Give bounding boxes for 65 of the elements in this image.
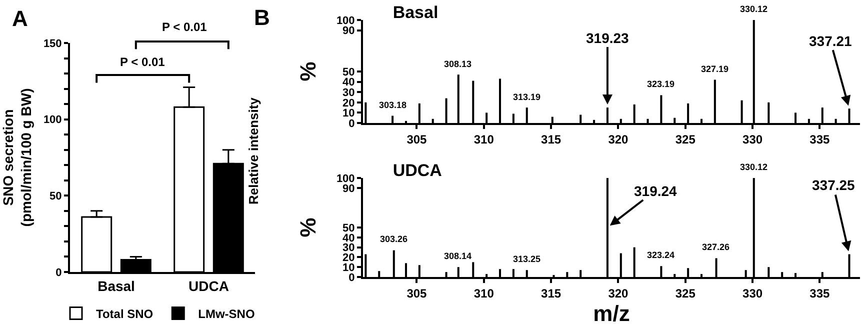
annotation: 313.19 <box>513 92 541 102</box>
annotation: 323.19 <box>647 79 675 89</box>
annotation: 337.25 <box>812 177 856 193</box>
x-tick-label: 315 <box>541 132 562 146</box>
x-tick-label: 305 <box>406 132 428 146</box>
chart-title: Basal <box>392 2 438 22</box>
annotation: 327.26 <box>702 242 730 252</box>
y-tick-label: 50 <box>50 190 62 203</box>
annotation: 313.25 <box>513 254 541 264</box>
annotation: 308.13 <box>444 59 472 69</box>
annotation: 330.12 <box>740 4 768 14</box>
x-tick-label: 335 <box>810 286 830 300</box>
x-tick-label: 315 <box>541 286 562 300</box>
y-tick-label: 90 <box>342 182 355 195</box>
y-tick-label: 10 <box>342 262 355 274</box>
annotation: 319.24 <box>634 183 678 199</box>
x-tick-label: 310 <box>474 132 494 146</box>
y-tick-label: 50 <box>342 66 355 78</box>
y-tick-label: 20 <box>342 252 355 264</box>
y-tick-label: 100 <box>336 14 355 27</box>
y-tick-label: 150 <box>43 38 62 50</box>
x-tick-label: Basal <box>98 278 135 294</box>
y-axis-title: % <box>296 62 321 82</box>
x-tick-label: 330 <box>742 132 763 146</box>
legend-label: LMw-SNO <box>198 306 255 321</box>
y-tick-label: 0 <box>348 118 355 130</box>
x-tick-label: 320 <box>608 132 629 146</box>
annotation: Relative intensity <box>246 96 261 204</box>
x-tick-label: 320 <box>608 286 629 300</box>
y-tick-label: 30 <box>342 86 355 99</box>
x-axis-title: m/z <box>593 300 630 326</box>
annotation: 337.21 <box>809 33 852 49</box>
y-tick-label: 100 <box>336 172 355 185</box>
annotation: 323.24 <box>647 250 675 260</box>
text: A <box>12 6 28 31</box>
x-tick-label: 325 <box>675 286 696 300</box>
x-tick-label: 305 <box>406 286 428 300</box>
x-tick-label: UDCA <box>188 278 229 294</box>
y-tick-label: 90 <box>342 25 355 38</box>
y-axis-title: SNO secretion (pmol/min/100 g BW) <box>0 88 34 227</box>
x-tick-label: 335 <box>810 132 830 146</box>
x-tick-label: 325 <box>675 132 696 146</box>
annotation: P < 0.01 <box>120 55 166 69</box>
y-tick-label: 0 <box>56 266 62 279</box>
legend-label: Total SNO <box>96 306 154 321</box>
annotation: 303.26 <box>380 234 408 244</box>
annotation: 319.23 <box>586 30 630 46</box>
y-tick-label: 40 <box>342 76 355 89</box>
x-tick-label: 330 <box>742 286 763 300</box>
y-tick-label: 50 <box>342 222 355 234</box>
y-axis-title: % <box>296 218 321 238</box>
y-tick-label: 40 <box>342 232 355 244</box>
x-tick-label: 310 <box>474 286 494 300</box>
annotation: 330.12 <box>740 162 768 172</box>
annotation: 303.18 <box>379 100 407 110</box>
y-tick-label: 30 <box>342 242 355 254</box>
chart-title: UDCA <box>392 160 442 180</box>
y-tick-label: 20 <box>342 97 355 110</box>
text: B <box>254 5 270 30</box>
y-tick-label: 0 <box>348 272 355 284</box>
y-tick-label: 100 <box>43 114 62 126</box>
annotation: 327.19 <box>701 64 729 74</box>
annotation: 308.14 <box>444 251 472 261</box>
text: P < 0.01 <box>162 20 208 34</box>
y-tick-label: 10 <box>342 108 355 120</box>
